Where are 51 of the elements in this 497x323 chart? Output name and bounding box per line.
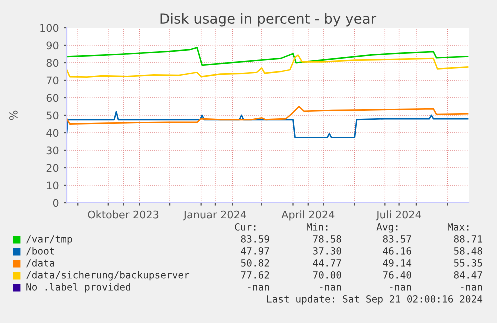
text: 46.16 (383, 247, 412, 255)
text: 83.57 (383, 235, 412, 243)
text: 50.82 (241, 259, 270, 267)
chart-title: Disk usage in percent - by year (160, 13, 377, 27)
y-tick-label: 100 (40, 24, 59, 32)
y-axis-title: % (9, 110, 18, 120)
text: -nan (248, 285, 270, 291)
legend-label: /var/tmp (26, 236, 72, 245)
text: 76.40 (383, 271, 412, 279)
y-tick-label: 60 (46, 94, 59, 102)
legend-label: No .label provided (26, 283, 130, 293)
line-series (67, 47, 469, 66)
y-tick-label: 0 (53, 199, 59, 208)
legend-label: /boot (26, 247, 54, 256)
text: -nan (390, 285, 412, 291)
y-tick-label: 70 (46, 76, 59, 85)
x-tick-label: April 2024 (282, 210, 335, 221)
legend-label: /data (26, 259, 54, 268)
text: 70.00 (313, 271, 342, 279)
x-tick-label: Oktober 2023 (88, 210, 159, 219)
text: 37.30 (313, 247, 342, 255)
y-tick-label: 30 (46, 146, 59, 155)
y-tick-label: 10 (47, 182, 59, 190)
y-tick-label: 40 (46, 129, 59, 138)
text: 55.35 (454, 259, 482, 267)
y-tick-label: 80 (46, 59, 59, 68)
text: Max: (448, 224, 469, 231)
x-tick-label: Januar 2024 (183, 210, 246, 221)
line-series (67, 106, 469, 125)
text: 44.77 (313, 260, 342, 267)
text: Cur: (235, 223, 256, 231)
text: 47.97 (241, 247, 270, 255)
text: 78.58 (313, 235, 342, 243)
text: 83.59 (241, 235, 270, 243)
text: 58.48 (454, 247, 482, 255)
line-series (67, 54, 469, 78)
text: -nan (461, 285, 482, 291)
text: 88.71 (454, 235, 482, 243)
text: Avg: (376, 224, 398, 233)
line-series (67, 111, 469, 138)
text: 84.47 (454, 271, 482, 279)
text: -nan (320, 285, 342, 291)
legend-label: /data/sicherung/backupserver (26, 271, 190, 281)
y-tick-label: 90 (46, 42, 59, 50)
x-tick-label: Juli 2024 (376, 210, 422, 221)
text: Min: (306, 223, 328, 231)
text: 77.62 (241, 271, 270, 279)
y-tick-label: 50 (46, 112, 59, 120)
y-tick-label: 20 (46, 164, 59, 172)
text: Last update: Sat Sep 21 02:00:16 2024 (267, 295, 483, 305)
text: 49.14 (383, 259, 412, 267)
